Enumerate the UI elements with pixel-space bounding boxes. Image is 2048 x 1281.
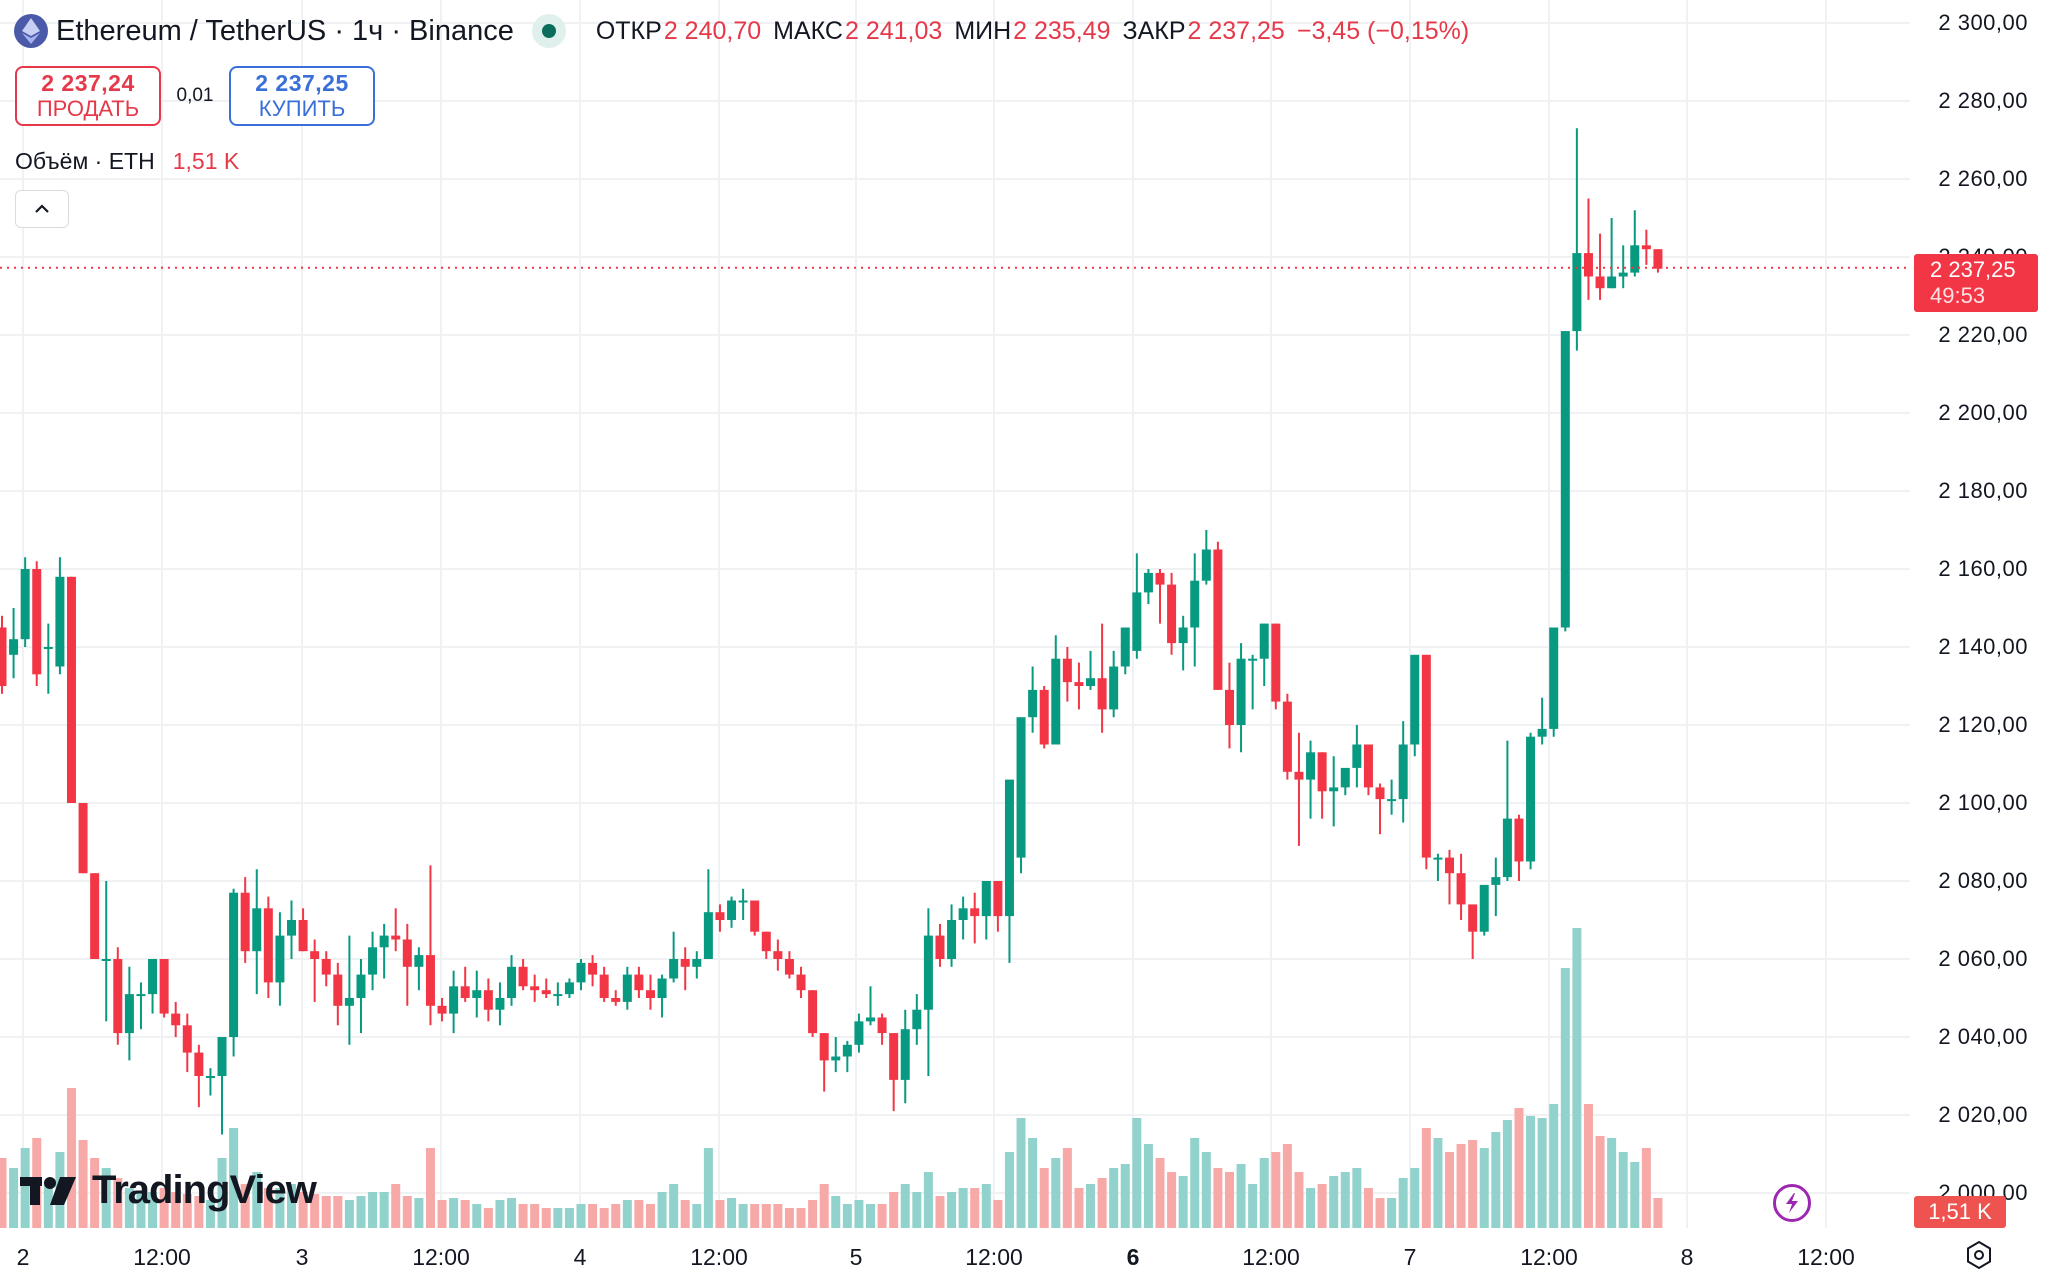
time-tick-label: 12:00 <box>690 1244 748 1270</box>
price-tick-label: 2 120,00 <box>1938 712 2028 737</box>
time-tick-label: 12:00 <box>1797 1244 1855 1270</box>
buy-button[interactable]: 2 237,25 КУПИТЬ <box>229 66 375 126</box>
price-tick-label: 2 300,00 <box>1938 10 2028 35</box>
bar-countdown: 49:53 <box>1930 283 1986 308</box>
time-tick-label: 12:00 <box>1242 1244 1300 1270</box>
price-tick-label: 2 020,00 <box>1938 1102 2028 1127</box>
close-value: 2 237,25 <box>1187 16 1285 45</box>
price-tick-label: 2 280,00 <box>1938 88 2028 113</box>
lightning-button[interactable] <box>1773 1184 1811 1222</box>
volume-tag: 1,51 K <box>1914 1196 2006 1228</box>
price-tick-label: 2 140,00 <box>1938 634 2028 659</box>
price-tick-label: 2 040,00 <box>1938 1024 2028 1049</box>
time-tick-label: 12:00 <box>965 1244 1023 1270</box>
price-tick-label: 2 180,00 <box>1938 478 2028 503</box>
change-value: −3,45 (−0,15%) <box>1296 16 1470 45</box>
ethereum-icon <box>14 14 48 48</box>
market-status-icon[interactable] <box>531 14 566 48</box>
time-tick-label: 12:00 <box>1520 1244 1578 1270</box>
time-tick-label: 5 <box>849 1244 863 1270</box>
price-tick-label: 2 260,00 <box>1938 166 2028 191</box>
tradingview-logo-icon <box>20 1176 76 1205</box>
collapse-legend-button[interactable] <box>15 190 69 228</box>
last-price-value: 2 237,25 <box>1930 257 2016 282</box>
time-tick-label: 4 <box>573 1244 587 1270</box>
trade-panel: 2 237,24 ПРОДАТЬ 0,01 2 237,25 КУПИТЬ <box>15 66 375 126</box>
open-value: 2 240,70 <box>663 16 762 45</box>
symbol-title[interactable]: Ethereum / TetherUS · 1ч · Binance <box>56 14 514 47</box>
lightning-icon <box>1786 1193 1798 1213</box>
tradingview-logo-text: TradingView <box>92 1168 317 1212</box>
open-label: ОТКР <box>595 16 662 45</box>
high-value: 2 241,03 <box>844 16 943 45</box>
tradingview-logo[interactable]: TradingView <box>20 1168 317 1213</box>
time-tick-label: 12:00 <box>133 1244 191 1270</box>
sell-label: ПРОДАТЬ <box>36 96 140 121</box>
time-tick-label: 8 <box>1680 1244 1694 1270</box>
price-tick-label: 2 060,00 <box>1938 946 2028 971</box>
buy-label: КУПИТЬ <box>258 96 346 121</box>
sell-price: 2 237,24 <box>41 70 135 96</box>
low-label: МИН <box>954 16 1012 45</box>
symbol-legend: Ethereum / TetherUS · 1ч · Binance ОТКР 2… <box>14 14 1469 48</box>
last-price-tag: 2 237,25 49:53 <box>1914 254 2038 312</box>
chevron-up-icon <box>35 204 49 213</box>
time-tick-label: 2 <box>16 1244 30 1270</box>
high-label: МАКС <box>773 16 843 45</box>
price-tick-label: 2 160,00 <box>1938 556 2028 581</box>
candles <box>0 128 1663 1135</box>
settings-icon[interactable] <box>1964 1240 1994 1270</box>
volume-bars <box>0 928 1663 1228</box>
sell-button[interactable]: 2 237,24 ПРОДАТЬ <box>15 66 161 126</box>
close-label: ЗАКР <box>1122 16 1186 45</box>
buy-price: 2 237,25 <box>255 70 349 96</box>
volume-value: 1,51 K <box>172 148 240 174</box>
spread-value: 0,01 <box>176 85 214 106</box>
grid-lines <box>0 0 1910 1228</box>
time-tick-label: 3 <box>295 1244 309 1270</box>
price-tick-label: 2 220,00 <box>1938 322 2028 347</box>
price-tick-label: 2 200,00 <box>1938 400 2028 425</box>
time-tick-label: 7 <box>1403 1244 1417 1270</box>
low-value: 2 235,49 <box>1013 16 1111 45</box>
time-tick-label: 6 <box>1126 1244 1140 1270</box>
volume-legend[interactable]: Объём · ETH 1,51 K <box>15 148 239 175</box>
price-tick-label: 2 100,00 <box>1938 790 2028 815</box>
ohlc-values: ОТКР 2 240,70 МАКС 2 241,03 МИН 2 235,49 ЗА… <box>584 17 1469 46</box>
volume-label: Объём · ETH <box>15 148 155 174</box>
price-tick-label: 2 080,00 <box>1938 868 2028 893</box>
time-tick-label: 12:00 <box>412 1244 470 1270</box>
